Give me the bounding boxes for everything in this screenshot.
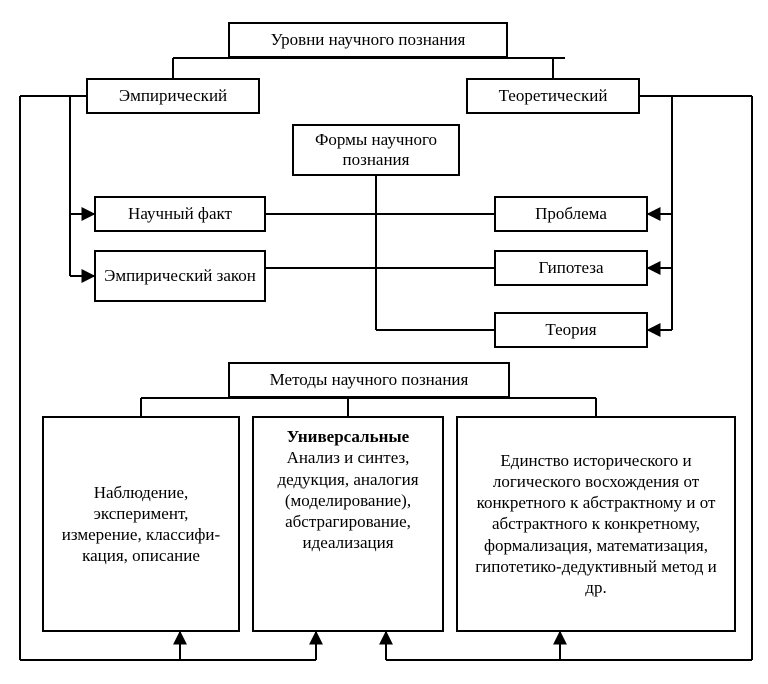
methods-col-right-box: Единство исторического и логического вос…	[456, 416, 736, 632]
methods-col-mid-box: Универсальные Анализ и синтез, дедукция,…	[252, 416, 444, 632]
scientific-fact-box: Научный факт	[94, 196, 266, 232]
levels-title-text: Уровни научного познания	[271, 30, 466, 50]
empirical-law-text: Эмпирический закон	[104, 266, 256, 286]
empirical-box: Эмпирический	[86, 78, 260, 114]
methods-title-text: Методы научного познания	[270, 370, 469, 390]
methods-col-mid-title: Универсальные	[287, 426, 409, 447]
theoretical-text: Теоретический	[499, 86, 608, 106]
diagram-canvas: Уровни научного познания Эмпирический Те…	[0, 0, 768, 684]
scientific-fact-text: Научный факт	[128, 204, 232, 224]
methods-col-mid-text: Анализ и синтез, дедукция, аналогия (мод…	[264, 447, 432, 553]
forms-title-box: Формы научного познания	[292, 124, 460, 176]
empirical-text: Эмпирический	[119, 86, 227, 106]
methods-col-right-text: Единство исторического и логического вос…	[468, 450, 724, 599]
problem-text: Проблема	[535, 204, 607, 224]
forms-title-text: Формы научного познания	[302, 130, 450, 171]
hypothesis-box: Гипотеза	[494, 250, 648, 286]
theory-text: Теория	[545, 320, 596, 340]
hypothesis-text: Гипотеза	[538, 258, 603, 278]
levels-title-box: Уровни научного познания	[228, 22, 508, 58]
methods-title-box: Методы научного познания	[228, 362, 510, 398]
theory-box: Теория	[494, 312, 648, 348]
theoretical-box: Теоретический	[466, 78, 640, 114]
problem-box: Проблема	[494, 196, 648, 232]
methods-col-left-text: Наблюдение, эксперимент, измерение, клас…	[54, 482, 228, 567]
methods-col-left-box: Наблюдение, эксперимент, измерение, клас…	[42, 416, 240, 632]
empirical-law-box: Эмпирический закон	[94, 250, 266, 302]
